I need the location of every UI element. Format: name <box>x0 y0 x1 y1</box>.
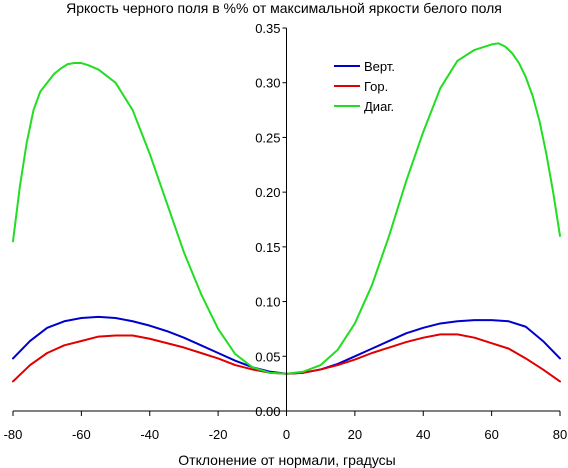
x-tick-label: -20 <box>209 427 228 442</box>
y-tick-label: 0.25 <box>255 130 280 145</box>
y-tick-label: 0.30 <box>255 76 280 91</box>
legend-label-1: Верт. <box>364 59 395 74</box>
y-tick-label: 0.00 <box>255 404 280 419</box>
x-tick-label: 20 <box>348 427 362 442</box>
y-tick-label: 0.15 <box>255 240 280 255</box>
x-tick-label: -60 <box>72 427 91 442</box>
legend: Верт. Гор. Диаг. <box>334 59 395 114</box>
chart-title: Яркость черного поля в %% от максимально… <box>66 0 502 16</box>
y-tick-label: 0.20 <box>255 185 280 200</box>
x-tick-label: 60 <box>484 427 498 442</box>
legend-label-2: Гор. <box>364 79 388 94</box>
x-tick-label: -80 <box>4 427 23 442</box>
y-tick-label: 0.35 <box>255 21 280 36</box>
x-tick-label: -40 <box>140 427 159 442</box>
series-line-3 <box>12 42 561 375</box>
y-tick-label: 0.10 <box>255 295 280 310</box>
y-tick-label: 0.05 <box>255 349 280 364</box>
axes-layer: -80 -60 -40 -20 0 20 40 60 80 0.00 0.05 0.10 0.15 0.2… <box>4 21 568 442</box>
legend-label-3: Диаг. <box>364 99 394 114</box>
x-tick-label: 0 <box>283 427 290 442</box>
x-tick-label: 40 <box>416 427 430 442</box>
x-tick-label: 80 <box>553 427 567 442</box>
x-axis-label: Отклонение от нормали, градусы <box>178 452 395 468</box>
